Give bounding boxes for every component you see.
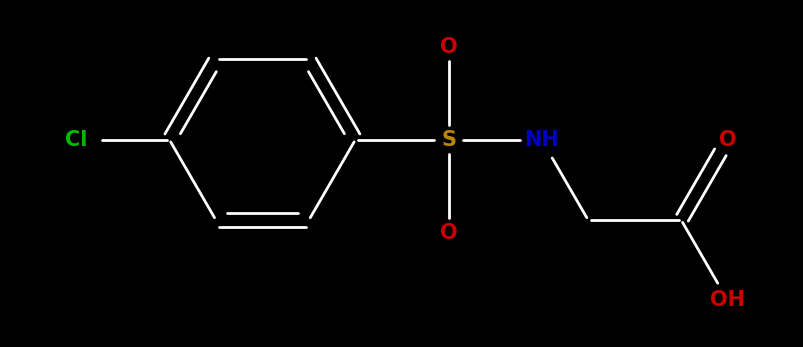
- Text: NH: NH: [524, 129, 558, 150]
- Text: O: O: [439, 36, 457, 57]
- Text: S: S: [441, 129, 455, 150]
- Text: O: O: [439, 223, 457, 243]
- Text: Cl: Cl: [65, 129, 88, 150]
- Text: O: O: [718, 129, 736, 150]
- Text: OH: OH: [709, 290, 744, 311]
